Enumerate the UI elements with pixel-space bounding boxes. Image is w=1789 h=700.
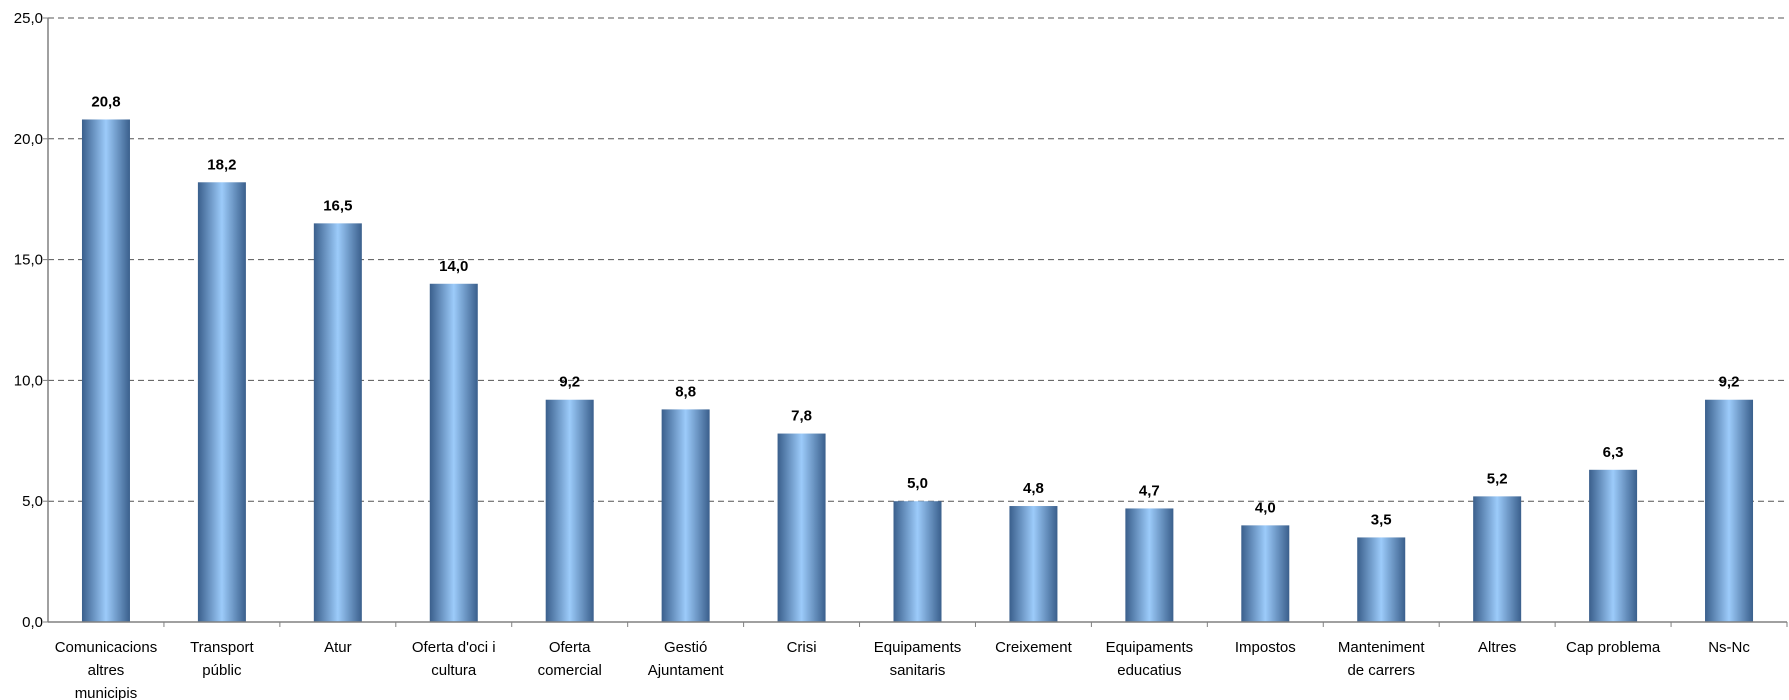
axes <box>43 17 1788 627</box>
data-label: 4,0 <box>1255 499 1276 516</box>
category-label: Impostos <box>1235 639 1296 656</box>
category-label: Gestió Ajuntament <box>648 639 725 679</box>
category-label: Transport públic <box>190 639 254 679</box>
y-tick-label: 5,0 <box>22 493 43 510</box>
y-tick-label: 15,0 <box>14 252 43 269</box>
data-label: 8,8 <box>675 383 696 400</box>
category-label: Oferta d'oci i cultura <box>412 639 496 679</box>
category-label: Cap problema <box>1566 639 1661 656</box>
data-label: 4,8 <box>1023 480 1044 497</box>
data-label: 3,5 <box>1371 511 1392 528</box>
bar <box>197 182 246 622</box>
y-axis-tick-labels: 0,0 5,0 10,0 15,0 20,0 25,0 <box>14 10 43 631</box>
category-label: Equipaments sanitaris <box>874 639 962 679</box>
bar <box>1125 508 1174 622</box>
bar <box>1589 469 1638 622</box>
category-labels: Comunicacions altres municipis Transport púb… <box>55 639 1751 700</box>
data-label: 20,8 <box>91 93 120 110</box>
bar <box>777 433 826 622</box>
data-labels: 20,8 18,2 16,5 14,0 9,2 8,8 7,8 5,0 4,8 4,7 4,0 3,5… <box>91 93 1739 528</box>
bar <box>1009 506 1058 622</box>
y-tick-label: 10,0 <box>14 372 43 389</box>
data-label: 5,0 <box>907 475 928 492</box>
data-label: 9,2 <box>559 374 580 391</box>
bar <box>429 283 478 622</box>
data-label: 7,8 <box>791 408 812 425</box>
data-label: 16,5 <box>323 197 352 214</box>
data-label: 6,3 <box>1603 444 1624 461</box>
bar <box>1473 496 1522 622</box>
data-label: 18,2 <box>207 156 236 173</box>
bar <box>545 399 594 622</box>
bar <box>1241 525 1290 622</box>
data-label: 9,2 <box>1719 374 1740 391</box>
bar <box>313 223 362 623</box>
data-label: 4,7 <box>1139 482 1160 499</box>
y-tick-label: 20,0 <box>14 131 43 148</box>
bar <box>661 409 710 622</box>
category-label: Crisi <box>787 639 817 656</box>
category-label: Manteniment de carrers <box>1338 639 1426 679</box>
bar <box>893 501 942 622</box>
data-label: 14,0 <box>439 258 468 275</box>
category-label: Atur <box>324 639 352 656</box>
gridlines <box>48 17 1787 502</box>
category-label: Comunicacions altres municipis <box>55 639 158 700</box>
category-label: Creixement <box>995 639 1073 656</box>
data-label: 5,2 <box>1487 470 1508 487</box>
category-label: Equipaments educatius <box>1106 639 1194 679</box>
category-label: Oferta comercial <box>538 639 602 679</box>
category-label: Altres <box>1478 639 1516 656</box>
bars <box>81 119 1754 623</box>
bar <box>81 119 130 623</box>
y-tick-label: 25,0 <box>14 10 43 27</box>
category-label: Ns-Nc <box>1708 639 1750 656</box>
bar <box>1705 399 1754 622</box>
y-tick-label: 0,0 <box>22 614 43 631</box>
bar <box>1357 537 1406 622</box>
